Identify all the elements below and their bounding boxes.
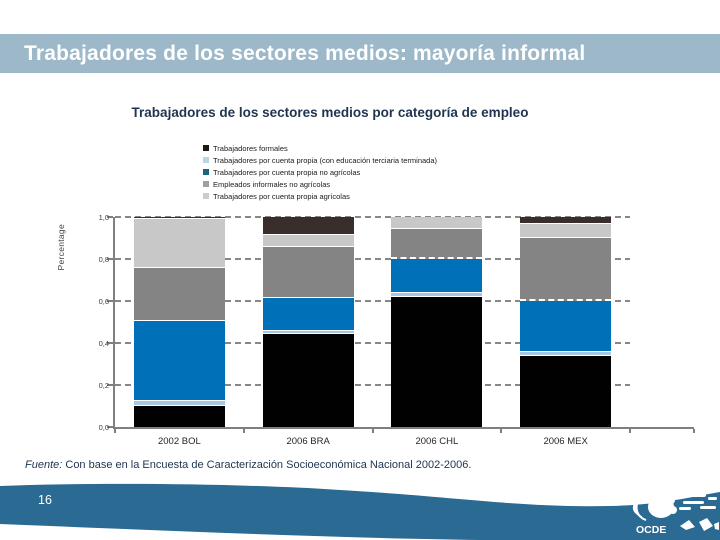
bar-segment-empleados-informales-no-agricolas	[391, 228, 483, 259]
x-category-label: 2006 CHL	[415, 436, 459, 447]
y-tick-label: 0,0	[98, 423, 109, 432]
bar-segment-trabajadores-formales	[391, 296, 483, 427]
y-tick-label: 0,2	[98, 381, 109, 390]
bar-segment-trabajadores-formales	[133, 406, 225, 427]
bar-segment-trabajadores-formales	[520, 355, 612, 427]
ocde-logo-text: OCDE	[636, 524, 666, 536]
bar-segment-cuenta-propia-agricolas	[133, 219, 225, 269]
chart-title: Trabajadores de los sectores medios por …	[131, 105, 529, 120]
x-category-label: 2002 BOL	[157, 436, 201, 447]
gridline	[115, 342, 630, 344]
gridline	[115, 384, 630, 386]
chart-legend: Trabajadores formales Trabajadores por cu…	[203, 142, 437, 202]
legend-swatch	[203, 181, 209, 187]
gridline	[115, 258, 630, 260]
x-category-label: 2006 MEX	[543, 436, 588, 447]
legend-label: Trabajadores formales	[213, 143, 288, 153]
x-axis-tick	[371, 429, 374, 433]
bar-segment-trabajadores-formales	[262, 333, 354, 427]
x-category-label: 2006 BRA	[286, 436, 330, 447]
title-bar: Trabajadores de los sectores medios: may…	[0, 34, 720, 73]
gridline	[115, 300, 630, 302]
bar-segment-cuenta-propia-no-agricolas	[262, 297, 354, 332]
page-number: 16	[38, 493, 52, 507]
x-axis-tick	[242, 429, 245, 433]
y-axis-tick	[107, 342, 113, 344]
bar-segment-cuenta-propia-educacion-terciaria	[520, 352, 612, 356]
bar-segment-unlabeled-top-segment	[520, 217, 612, 225]
x-axis-tick	[500, 429, 503, 433]
bar-segment-empleados-informales-no-agricolas	[262, 247, 354, 298]
y-axis-label: Percentage	[56, 224, 66, 271]
x-axis-tick	[629, 429, 631, 433]
bar-segment-cuenta-propia-no-agricolas	[133, 320, 225, 401]
legend-swatch	[203, 193, 209, 199]
source-label: Fuente:	[25, 459, 63, 471]
legend-swatch	[203, 157, 209, 163]
bar-segment-empleados-informales-no-agricolas	[520, 238, 612, 301]
legend-item-cuenta-propia-no-agricolas: Trabajadores por cuenta propia no agríco…	[203, 166, 437, 178]
footer-wave: OCDE 16	[0, 480, 720, 540]
source-note: Fuente: Con base en la Encuesta de Carac…	[25, 459, 471, 471]
y-tick-label: 0,4	[98, 339, 109, 348]
legend-swatch	[203, 169, 209, 175]
bar-segment-cuenta-propia-agricolas	[520, 224, 612, 238]
slide-title: Trabajadores de los sectores medios: may…	[24, 42, 586, 65]
gridline	[115, 216, 630, 218]
ocde-logo: OCDE	[632, 493, 719, 536]
plot-area: 0,0 0,2 0,4 0,6 0,8 1,0 2002 BOL 2006 BRA 2006 C…	[99, 213, 695, 447]
bar-segment-cuenta-propia-educacion-terciaria	[262, 331, 354, 334]
bar-segment-empleados-informales-no-agricolas	[133, 268, 225, 321]
bar-segment-cuenta-propia-no-agricolas	[391, 259, 483, 293]
bar-segment-unlabeled-top-segment	[133, 217, 225, 220]
x-axis-line	[113, 427, 694, 429]
bar-segment-cuenta-propia-agricolas	[391, 217, 483, 229]
y-tick-label: 0,8	[98, 255, 109, 264]
legend-label: Trabajadores por cuenta propia agrícolas	[213, 191, 350, 201]
legend-item-empleados-informales-no-agricolas: Empleados informales no agrícolas	[203, 178, 437, 190]
y-tick-label: 1,0	[98, 213, 109, 222]
bar-segment-unlabeled-top-segment	[262, 217, 354, 235]
y-axis-tick	[107, 216, 113, 218]
legend-item-cuenta-propia-agricolas: Trabajadores por cuenta propia agrícolas	[203, 190, 437, 202]
y-axis-tick	[107, 426, 113, 428]
bar-segment-cuenta-propia-no-agricolas	[520, 301, 612, 353]
y-axis-tick	[107, 258, 113, 260]
legend-item-cuenta-propia-educacion-terciaria: Trabajadores por cuenta propia (con educ…	[203, 154, 437, 166]
footer-wave-graphic: OCDE	[0, 483, 720, 540]
x-axis-tick	[693, 429, 695, 433]
wave-ribbon	[0, 483, 720, 540]
legend-label: Trabajadores por cuenta propia no agríco…	[213, 167, 361, 177]
y-tick-label: 0,6	[98, 297, 109, 306]
x-axis-tick	[114, 429, 116, 433]
bar-segment-cuenta-propia-educacion-terciaria	[133, 400, 225, 406]
y-axis-tick	[107, 300, 113, 302]
legend-swatch	[203, 145, 209, 151]
source-text: Con base en la Encuesta de Caracterizaci…	[62, 459, 472, 471]
legend-item-trabajadores-formales: Trabajadores formales	[203, 142, 437, 154]
bar-segment-cuenta-propia-educacion-terciaria	[391, 292, 483, 297]
legend-label: Trabajadores por cuenta propia (con educ…	[213, 155, 438, 165]
legend-label: Empleados informales no agrícolas	[213, 179, 331, 189]
y-axis-tick	[107, 384, 113, 386]
bar-segment-cuenta-propia-agricolas	[262, 234, 354, 248]
